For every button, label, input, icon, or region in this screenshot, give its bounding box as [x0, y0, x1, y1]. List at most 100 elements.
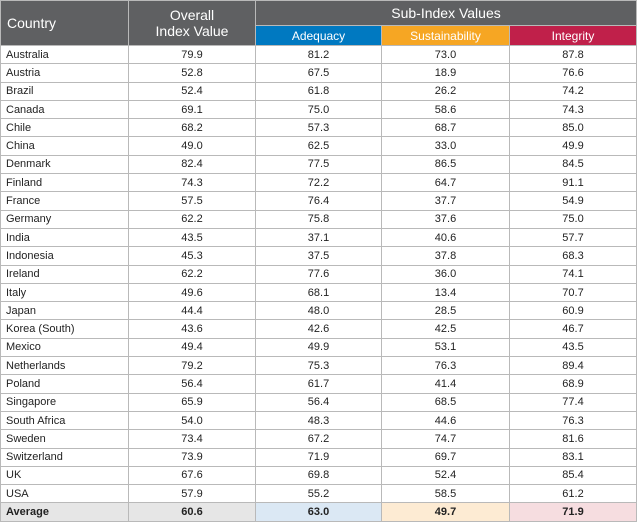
adequacy-value-cell: 57.3: [255, 118, 382, 138]
sustainability-value-cell: 33.0: [381, 136, 510, 156]
sub-index-group-header: Sub-Index Values: [255, 0, 637, 26]
overall-value-cell: 82.4: [128, 154, 256, 175]
integrity-value-cell: 70.7: [509, 282, 637, 303]
integrity-value-cell: 77.4: [509, 392, 637, 412]
country-cell: Germany: [0, 209, 129, 229]
sustainability-value-cell: 40.6: [381, 227, 510, 248]
overall-value-cell: 56.4: [128, 374, 256, 394]
country-cell: Switzerland: [0, 447, 129, 467]
integrity-column-header: Integrity: [509, 25, 637, 46]
integrity-value-cell: 76.3: [509, 410, 637, 431]
table-row: Poland 56.4 61.7 41.4 68.9: [0, 374, 637, 394]
country-cell: Indonesia: [0, 246, 129, 266]
sustainability-value-cell: 58.6: [381, 99, 510, 120]
country-cell: France: [0, 191, 129, 211]
integrity-value-cell: 49.9: [509, 136, 637, 156]
adequacy-value-cell: 72.2: [255, 173, 382, 193]
table-row: Brazil 52.4 61.8 26.2 74.2: [0, 81, 637, 101]
table-row: USA 57.9 55.2 58.5 61.2: [0, 484, 637, 504]
adequacy-value-cell: 48.3: [255, 410, 382, 431]
sustainability-value-cell: 64.7: [381, 173, 510, 193]
adequacy-value-cell: 67.5: [255, 63, 382, 83]
table-row: Indonesia 45.3 37.5 37.8 68.3: [0, 246, 637, 266]
country-cell: South Africa: [0, 410, 129, 431]
integrity-value-cell: 91.1: [509, 173, 637, 193]
adequacy-value-cell: 81.2: [255, 44, 382, 65]
adequacy-value-cell: 62.5: [255, 136, 382, 156]
country-cell: Ireland: [0, 264, 129, 284]
country-cell: Chile: [0, 118, 129, 138]
integrity-value-cell: 87.8: [509, 44, 637, 65]
sustainability-value-cell: 58.5: [381, 484, 510, 504]
average-label: Average: [0, 502, 129, 523]
country-cell: India: [0, 227, 129, 248]
integrity-value-cell: 74.1: [509, 264, 637, 284]
integrity-value-cell: 68.9: [509, 374, 637, 394]
integrity-value-cell: 46.7: [509, 319, 637, 339]
overall-value-cell: 79.2: [128, 356, 256, 376]
country-cell: China: [0, 136, 129, 156]
integrity-value-cell: 83.1: [509, 447, 637, 467]
sustainability-value-cell: 37.8: [381, 246, 510, 266]
integrity-value-cell: 68.3: [509, 246, 637, 266]
table-row: Finland 74.3 72.2 64.7 91.1: [0, 173, 637, 193]
overall-value-cell: 52.8: [128, 63, 256, 83]
overall-value-cell: 73.9: [128, 447, 256, 467]
country-cell: Denmark: [0, 154, 129, 175]
average-overall-value: 60.6: [128, 502, 256, 523]
overall-value-cell: 45.3: [128, 246, 256, 266]
adequacy-value-cell: 76.4: [255, 191, 382, 211]
adequacy-column-header: Adequacy: [255, 25, 382, 46]
integrity-value-cell: 85.4: [509, 465, 637, 486]
overall-value-cell: 44.4: [128, 301, 256, 321]
overall-value-cell: 52.4: [128, 81, 256, 101]
overall-value-cell: 65.9: [128, 392, 256, 412]
adequacy-value-cell: 77.6: [255, 264, 382, 284]
table-header: Country Overall Index Value Sub-Index Va…: [0, 0, 637, 46]
integrity-value-cell: 75.0: [509, 209, 637, 229]
overall-value-cell: 43.6: [128, 319, 256, 339]
sustainability-value-cell: 41.4: [381, 374, 510, 394]
sustainability-value-cell: 86.5: [381, 154, 510, 175]
integrity-value-cell: 60.9: [509, 301, 637, 321]
sustainability-value-cell: 26.2: [381, 81, 510, 101]
average-adequacy-value: 63.0: [255, 502, 382, 523]
adequacy-value-cell: 42.6: [255, 319, 382, 339]
sustainability-column-header: Sustainability: [381, 25, 510, 46]
country-cell: USA: [0, 484, 129, 504]
sustainability-value-cell: 18.9: [381, 63, 510, 83]
sustainability-value-cell: 13.4: [381, 282, 510, 303]
country-cell: Japan: [0, 301, 129, 321]
table-body: Australia 79.9 81.2 73.0 87.8 Austria 52.8 67.5…: [0, 44, 637, 523]
table-row: Austria 52.8 67.5 18.9 76.6: [0, 63, 637, 83]
integrity-value-cell: 43.5: [509, 337, 637, 358]
country-cell: Finland: [0, 173, 129, 193]
integrity-value-cell: 54.9: [509, 191, 637, 211]
country-cell: Netherlands: [0, 356, 129, 376]
country-cell: Poland: [0, 374, 129, 394]
table-row: Canada 69.1 75.0 58.6 74.3: [0, 99, 637, 120]
integrity-value-cell: 76.6: [509, 63, 637, 83]
overall-value-cell: 73.4: [128, 429, 256, 449]
adequacy-value-cell: 37.1: [255, 227, 382, 248]
average-integrity-value: 71.9: [509, 502, 637, 523]
sustainability-value-cell: 52.4: [381, 465, 510, 486]
adequacy-value-cell: 75.3: [255, 356, 382, 376]
average-sustainability-value: 49.7: [381, 502, 510, 523]
integrity-value-cell: 61.2: [509, 484, 637, 504]
adequacy-value-cell: 75.0: [255, 99, 382, 120]
sustainability-value-cell: 69.7: [381, 447, 510, 467]
average-row: Average 60.6 63.0 49.7 71.9: [0, 502, 637, 523]
country-cell: Korea (South): [0, 319, 129, 339]
sustainability-value-cell: 74.7: [381, 429, 510, 449]
table-row: Korea (South) 43.6 42.6 42.5 46.7: [0, 319, 637, 339]
table-row: Singapore 65.9 56.4 68.5 77.4: [0, 392, 637, 412]
overall-value-cell: 49.0: [128, 136, 256, 156]
overall-value-cell: 49.4: [128, 337, 256, 358]
country-cell: Brazil: [0, 81, 129, 101]
adequacy-value-cell: 37.5: [255, 246, 382, 266]
adequacy-value-cell: 56.4: [255, 392, 382, 412]
overall-value-cell: 54.0: [128, 410, 256, 431]
